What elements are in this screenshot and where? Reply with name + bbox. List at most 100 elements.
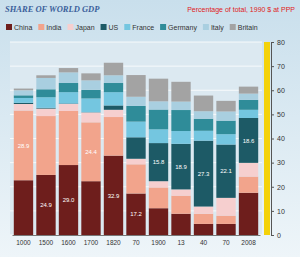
bar-segment bbox=[216, 134, 235, 144]
y-tick-label: 30 bbox=[277, 159, 285, 166]
bar-segment bbox=[126, 137, 145, 158]
bar-segment bbox=[59, 165, 78, 235]
bar-segment bbox=[194, 214, 213, 224]
bar-segment bbox=[149, 143, 168, 181]
legend-swatch bbox=[203, 24, 209, 30]
bar-segment bbox=[14, 90, 33, 95]
bar-segment bbox=[59, 111, 78, 165]
x-tick-label: 1820 bbox=[106, 239, 121, 246]
y-tick-label: 60 bbox=[277, 87, 285, 94]
bar-segment bbox=[81, 73, 100, 80]
bar-segment bbox=[171, 189, 190, 195]
y-axis: 01020304050607080 bbox=[271, 39, 285, 239]
bar-segment bbox=[14, 98, 33, 103]
x-tick-label: 70 bbox=[132, 239, 140, 246]
y-tick: 30 bbox=[271, 159, 285, 166]
x-tick: 2008 bbox=[241, 239, 256, 246]
bar-segment bbox=[216, 224, 235, 235]
bar-segment bbox=[104, 75, 123, 83]
x-axis: 100015001600170018207019001340702008 bbox=[13, 236, 261, 247]
data-labels: 24.929.032.917.228.924.415.818.927.322.1… bbox=[18, 138, 255, 218]
y-tick-label: 0 bbox=[277, 232, 281, 239]
bar-segment bbox=[171, 214, 190, 235]
bar-segment bbox=[216, 111, 235, 120]
bar-segment bbox=[104, 92, 123, 105]
bar-segment bbox=[239, 163, 258, 177]
bar-segment bbox=[14, 95, 33, 98]
bar-segment bbox=[36, 75, 55, 78]
y-tick-mark bbox=[271, 187, 274, 188]
x-tick: 13 bbox=[177, 239, 185, 246]
title: SHARE OF WORLD GDP bbox=[5, 4, 100, 14]
y-tick: 0 bbox=[271, 232, 281, 239]
legend-label: Japan bbox=[75, 24, 94, 32]
bar-segment bbox=[36, 97, 55, 108]
bar-segment bbox=[239, 118, 258, 163]
x-tick-label: 70 bbox=[222, 239, 230, 246]
legend-item: Japan bbox=[67, 24, 94, 32]
bar-segment bbox=[171, 196, 190, 214]
legend-item: China bbox=[6, 24, 32, 31]
bar-segment bbox=[239, 110, 258, 118]
grid bbox=[10, 42, 262, 235]
bar-segment bbox=[36, 109, 55, 116]
data-label: 18.9 bbox=[175, 164, 187, 170]
legend-swatch bbox=[124, 24, 130, 30]
bar-segment bbox=[194, 207, 213, 214]
bar-segment bbox=[149, 181, 168, 187]
bar-segment bbox=[126, 164, 145, 193]
legend-item: Britain bbox=[230, 24, 258, 31]
y-tick-label: 70 bbox=[277, 63, 285, 70]
data-label: 27.3 bbox=[198, 171, 210, 177]
x-tick-label: 1500 bbox=[39, 239, 54, 246]
bar-segment bbox=[36, 89, 55, 97]
x-tick-label: 13 bbox=[177, 239, 185, 246]
y-tick-label: 10 bbox=[277, 208, 285, 215]
y-tick: 40 bbox=[271, 135, 285, 142]
bar-segment bbox=[14, 180, 33, 235]
x-tick: 70 bbox=[132, 239, 140, 246]
bar-segment bbox=[171, 82, 190, 102]
bar-segment bbox=[59, 68, 78, 72]
y-tick-mark bbox=[271, 163, 274, 164]
bar-segment bbox=[239, 94, 258, 100]
bar-segment bbox=[216, 101, 235, 112]
bar-segment bbox=[104, 156, 123, 235]
legend-item: France bbox=[124, 24, 154, 31]
legend-swatch bbox=[6, 24, 12, 30]
bar-segment bbox=[149, 208, 168, 235]
bar-segment bbox=[216, 216, 235, 224]
x-tick-label: 1900 bbox=[151, 239, 166, 246]
x-tick-label: 2008 bbox=[241, 239, 256, 246]
data-label: 28.9 bbox=[18, 143, 30, 149]
bar-segment bbox=[104, 117, 123, 156]
y-tick-mark bbox=[271, 235, 274, 236]
bar-segment bbox=[194, 111, 213, 118]
subtitle: Percentage of total, 1990 $ at PPP bbox=[187, 6, 295, 14]
legend-swatch bbox=[230, 24, 236, 30]
bar-segment bbox=[239, 177, 258, 193]
y-tick-label: 40 bbox=[277, 135, 285, 142]
x-tick: 1000 bbox=[16, 239, 31, 246]
bars bbox=[14, 63, 258, 235]
y-tick: 50 bbox=[271, 111, 285, 118]
legend-label: Britain bbox=[238, 24, 258, 31]
bar-segment bbox=[239, 100, 258, 110]
background bbox=[0, 0, 300, 257]
bar-segment bbox=[216, 198, 235, 216]
x-tick: 1600 bbox=[61, 239, 76, 246]
bar-segment bbox=[149, 187, 168, 208]
bar-segment bbox=[36, 116, 55, 175]
bar-segment bbox=[171, 131, 190, 144]
y-tick-label: 50 bbox=[277, 111, 285, 118]
x-tick: 1500 bbox=[39, 239, 54, 246]
y-tick: 10 bbox=[271, 208, 285, 215]
x-axis-line bbox=[13, 235, 261, 236]
legend-label: Italy bbox=[211, 24, 224, 32]
plot-area bbox=[10, 42, 262, 235]
legend-label: Germany bbox=[168, 24, 197, 32]
series-7 bbox=[14, 63, 258, 112]
bar-segment bbox=[104, 105, 123, 109]
data-label: 15.8 bbox=[153, 159, 165, 165]
bar-segment bbox=[81, 98, 100, 112]
